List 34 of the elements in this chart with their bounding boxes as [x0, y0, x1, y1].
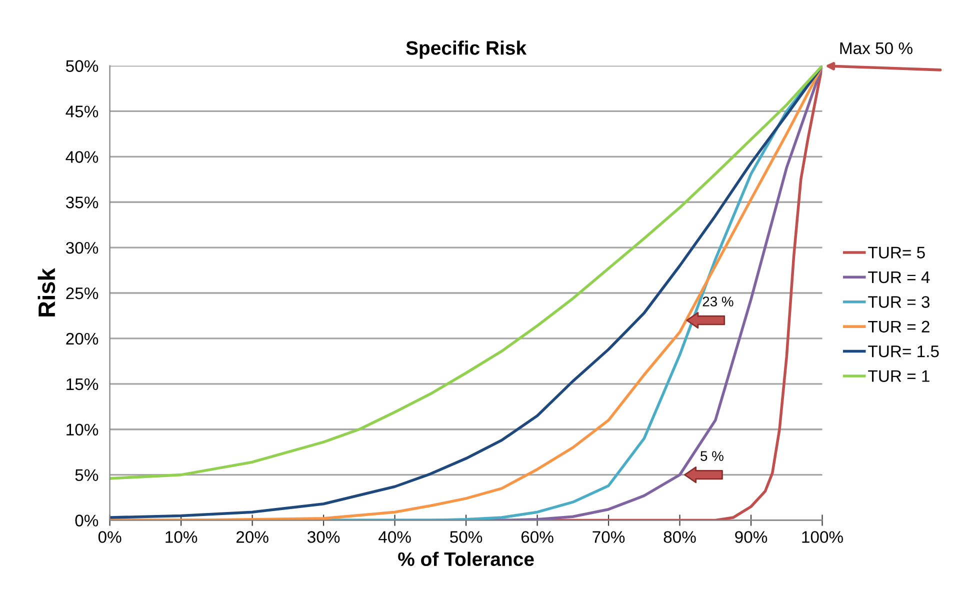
y-tick-label: 50%: [66, 60, 98, 72]
x-tick-label: 0%: [98, 531, 122, 543]
x-tick-label: 60%: [521, 531, 554, 543]
x-tick-label: 70%: [592, 531, 625, 543]
x-tick-label: 20%: [236, 531, 268, 543]
annotation: 5 %: [700, 451, 724, 461]
y-tick-label: 25%: [66, 287, 98, 300]
y-tick-label: 5%: [75, 469, 98, 482]
x-tick-label: 80%: [664, 531, 696, 543]
x-tick-label: 40%: [378, 531, 411, 543]
y-tick-label: 40%: [66, 151, 98, 163]
x-tick-label: 10%: [166, 531, 198, 543]
legend-label: TUR= 5: [868, 246, 925, 258]
legend-label: TUR= 1.5: [868, 346, 939, 358]
legend-label: TUR = 1: [868, 370, 930, 382]
x-axis-title: % of Tolerance: [398, 552, 534, 566]
y-tick-label: 35%: [66, 196, 98, 208]
y-tick-label: 0%: [75, 514, 98, 526]
y-axis-title: Risk: [38, 268, 56, 316]
legend-label: TUR = 3: [868, 296, 930, 308]
annotation: 23 %: [702, 296, 734, 306]
legend-label: TUR = 4: [868, 272, 930, 284]
y-tick-label: 45%: [66, 106, 98, 118]
chart-title: Specific Risk: [406, 40, 527, 59]
legend-label: TUR = 2: [868, 320, 930, 333]
x-tick-label: 100%: [802, 531, 843, 543]
y-tick-label: 20%: [66, 332, 98, 345]
x-tick-label: 30%: [308, 531, 340, 543]
y-tick-label: 15%: [66, 378, 98, 390]
y-tick-label: 10%: [66, 424, 98, 436]
x-tick-label: 90%: [735, 531, 768, 543]
y-tick-label: 30%: [66, 242, 98, 254]
x-tick-label: 50%: [450, 531, 482, 543]
annotation: Max 50 %: [840, 42, 912, 54]
